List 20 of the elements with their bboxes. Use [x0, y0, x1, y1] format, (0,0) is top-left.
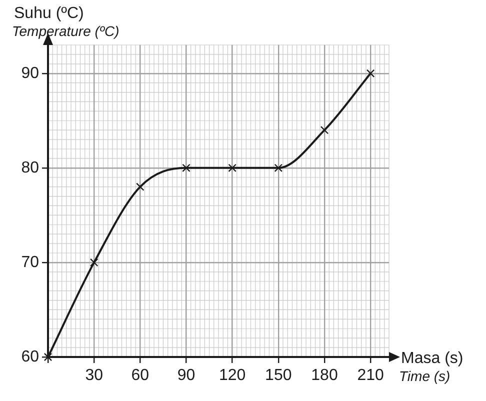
x-tick-label: 60 — [131, 367, 150, 384]
point — [182, 164, 190, 172]
y-axis-title: Suhu (ºC) Temperature (ºC) — [12, 5, 120, 39]
point — [90, 258, 98, 267]
y-tick-label: 60 — [21, 348, 40, 366]
x-tick-label: 180 — [311, 367, 338, 384]
y-tick-label: 70 — [21, 254, 40, 271]
y-tick-label: 80 — [21, 159, 40, 176]
point — [228, 164, 236, 172]
y-tick-label: 90 — [21, 64, 40, 82]
point — [136, 182, 144, 191]
x-tick-label: 30 — [85, 367, 104, 384]
point — [366, 69, 375, 78]
x-tick-label: 90 — [177, 367, 196, 384]
x-tick-label: 120 — [218, 367, 246, 384]
point — [320, 126, 329, 134]
point — [274, 164, 283, 172]
x-axis-title: Masa (s) Time (s) — [399, 350, 464, 384]
x-tick-label: 210 — [357, 367, 384, 384]
x-tick-label: 150 — [265, 367, 292, 384]
